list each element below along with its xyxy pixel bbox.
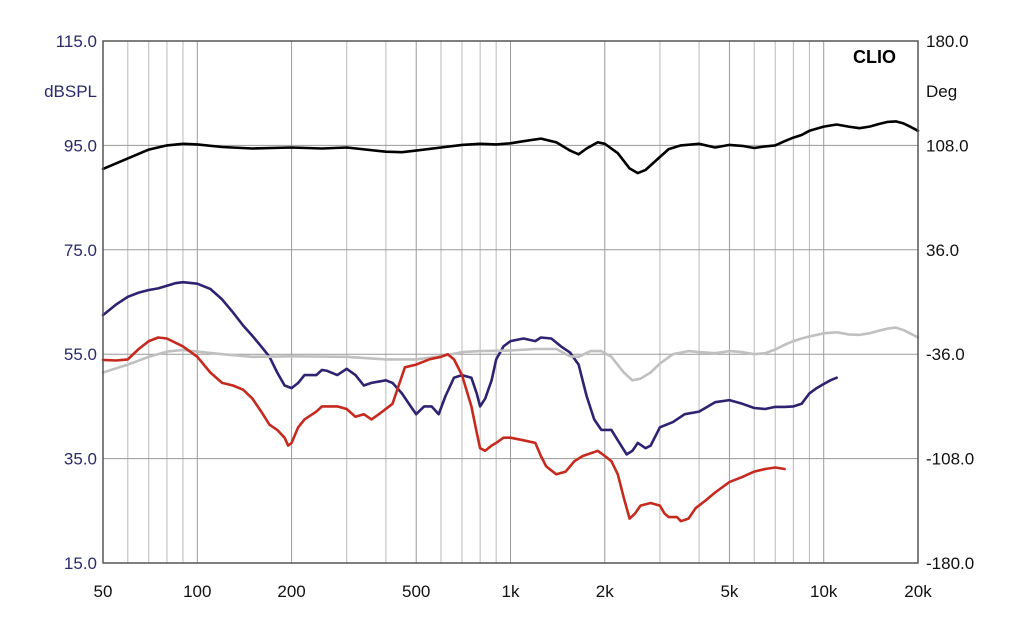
y-tick-label-left: 15.0	[64, 554, 97, 573]
x-tick-label: 20k	[904, 582, 932, 601]
y-tick-label-left: 35.0	[64, 450, 97, 469]
y-tick-label-left: 115.0	[56, 32, 97, 51]
brand-label: CLIO	[853, 47, 896, 67]
y-tick-label-right: -36.0	[926, 345, 965, 364]
x-tick-label: 50	[94, 582, 113, 601]
x-tick-label: 10k	[810, 582, 838, 601]
y-tick-label-right: 180.0	[926, 32, 969, 51]
y-tick-label-left: 55.0	[64, 345, 97, 364]
series-line-2	[101, 280, 838, 456]
x-tick-label: 1k	[502, 582, 520, 601]
x-tick-label: 5k	[720, 582, 738, 601]
plot-frame	[102, 40, 919, 564]
x-tick-label: 2k	[596, 582, 614, 601]
axis-labels: 115.0 180.0 95.0 108.0 75.0 36.0 55.0 -36.0 35.0…	[44, 32, 974, 601]
series-line-4	[101, 336, 786, 523]
x-tick-label: 500	[402, 582, 430, 601]
y-tick-label-right: 36.0	[926, 241, 959, 260]
x-tick-label: 100	[183, 582, 211, 601]
y-tick-label-right: -180.0	[926, 554, 974, 573]
y-axis-label-right: Deg	[926, 82, 957, 101]
x-tick-label: 200	[277, 582, 305, 601]
y-tick-label-right: 108.0	[926, 136, 969, 155]
y-tick-label-left: 75.0	[64, 241, 97, 260]
grid-lines	[103, 41, 918, 563]
series-line-3	[101, 326, 920, 382]
curves	[101, 120, 920, 523]
y-tick-label-left: 95.0	[64, 136, 97, 155]
y-axis-label-left: dBSPL	[44, 82, 97, 101]
y-tick-label-right: -108.0	[926, 450, 974, 469]
series-line-1	[101, 120, 920, 175]
